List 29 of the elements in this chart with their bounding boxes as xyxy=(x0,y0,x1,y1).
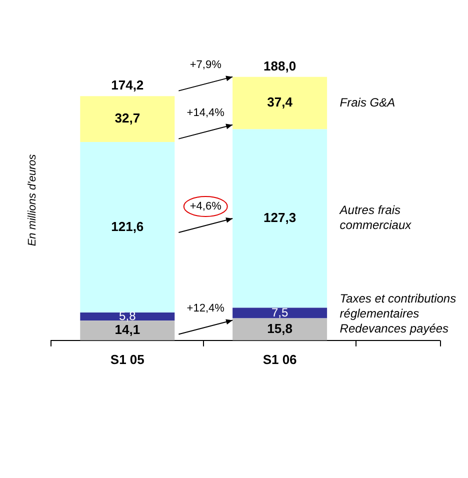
data-label: 7,5 xyxy=(271,305,288,320)
series-label: Autres frais commerciaux xyxy=(338,202,412,232)
data-label: 32,7 xyxy=(114,110,140,126)
annotation: +4,6% xyxy=(190,200,222,213)
x-tick-label: S1 05 xyxy=(110,352,144,367)
bar xyxy=(232,318,328,340)
bar xyxy=(80,312,175,321)
series-label: Taxes et contributions réglementaires xyxy=(340,292,456,321)
bar xyxy=(232,129,328,308)
bar xyxy=(232,308,328,318)
series-label: Frais G&A xyxy=(340,95,396,110)
data-label: 37,4 xyxy=(267,94,294,110)
y-axis-title: En millions d'euros xyxy=(26,154,39,246)
x-tick-label: S1 06 xyxy=(262,352,297,367)
annotation: +12,4% xyxy=(186,302,225,314)
text: +7,9% xyxy=(190,58,222,71)
data-label: 14,1 xyxy=(114,322,140,338)
bar xyxy=(80,96,175,142)
series-label: Redevances payées xyxy=(340,322,449,336)
data-label: 121,6 xyxy=(111,218,144,234)
bar xyxy=(80,320,175,340)
bar xyxy=(232,76,328,130)
data-label: 15,8 xyxy=(267,320,292,336)
data-label: 127,3 xyxy=(264,210,296,226)
total-label: 174,2 xyxy=(111,78,144,93)
annotation: +14,4% xyxy=(186,106,225,119)
bar xyxy=(80,142,175,312)
total-label: 188,0 xyxy=(264,58,296,74)
data-label: 5,8 xyxy=(119,308,136,323)
